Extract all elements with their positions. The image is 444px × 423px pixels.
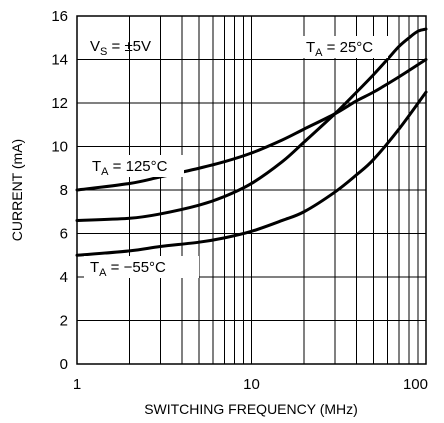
y-tick-label: 10 (51, 139, 68, 156)
y-tick-label: 16 (51, 8, 68, 25)
y-axis-title: CURRENT (mA) (9, 139, 25, 241)
annotations: VS = ±5V TA = 25°C TA = 125°C TA = −55°C (84, 36, 388, 279)
x-tick-label: 100 (403, 376, 428, 393)
x-tick-label: 10 (243, 376, 260, 393)
series-minus55c-line (75, 90, 428, 257)
y-tick-label: 8 (60, 182, 68, 199)
x-tick-label: 1 (73, 376, 81, 393)
y-tick-label: 2 (60, 313, 68, 330)
y-tick-label: 4 (60, 269, 68, 286)
label-background (85, 155, 184, 177)
y-tick-label: 0 (60, 356, 68, 373)
ta-minus55c-label: TA = −55°C (90, 259, 166, 279)
tick-labels: 0 2 4 6 8 10 12 14 16 1 10 100 (51, 8, 428, 393)
label-background (84, 256, 199, 278)
x-axis-title: SWITCHING FREQUENCY (MHz) (144, 401, 358, 417)
ta-125c-label: TA = 125°C (92, 158, 168, 178)
series-25c-line (75, 27, 428, 222)
y-tick-label: 6 (60, 226, 68, 243)
y-tick-label: 12 (51, 95, 68, 112)
y-tick-label: 14 (51, 52, 68, 69)
plot-frame (76, 15, 427, 365)
ta-25c-label: TA = 25°C (306, 39, 373, 59)
label-background (300, 36, 388, 58)
grid (76, 15, 427, 365)
supply-voltage-label: VS = ±5V (90, 38, 151, 58)
